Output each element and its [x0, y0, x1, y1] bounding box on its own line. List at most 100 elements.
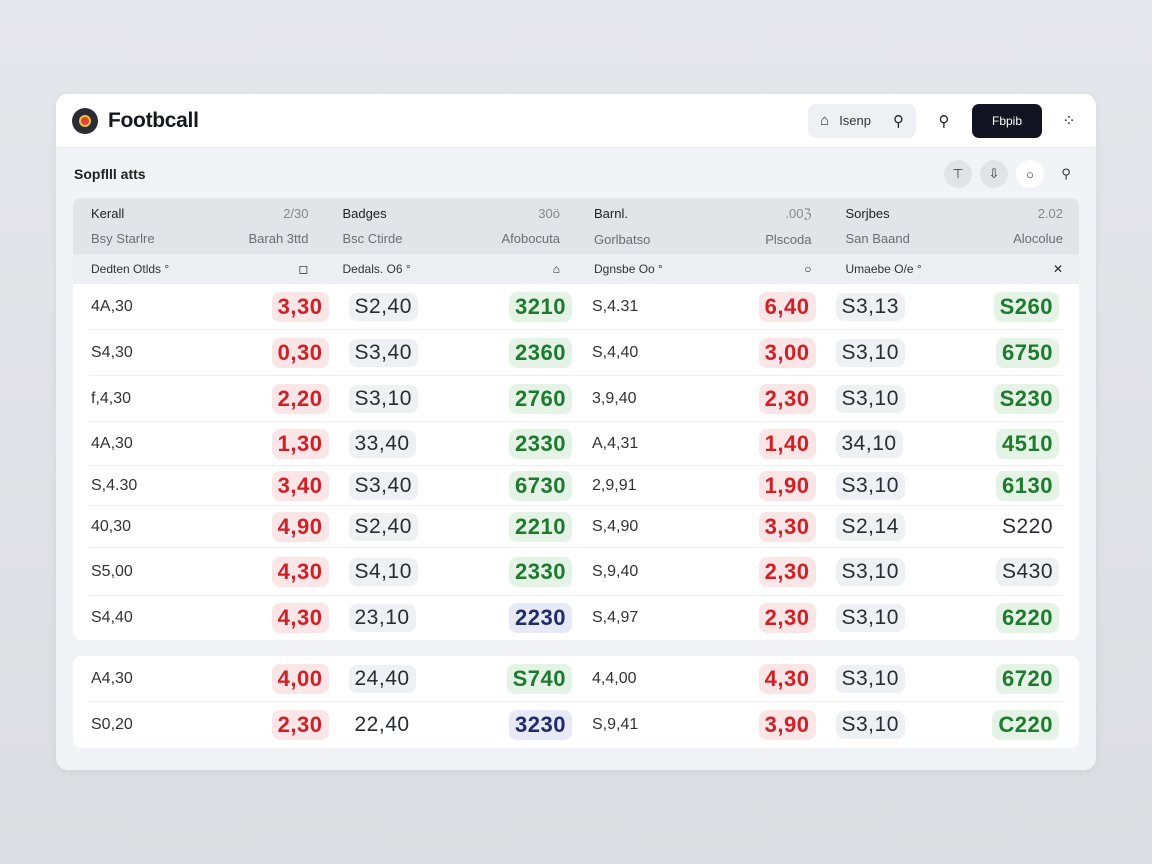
circle-icon[interactable]: ○ [804, 262, 812, 276]
odds-value[interactable]: S2,40 [348, 292, 418, 321]
odds-badge[interactable]: 3,40 [271, 470, 329, 501]
odds-value[interactable]: S3,10 [835, 338, 905, 367]
column-header-2[interactable]: Badges 30ö Bsc Ctirde Afobocuta [325, 198, 577, 254]
odds-value[interactable]: 24,40 [348, 664, 416, 693]
column-header-1[interactable]: Kerall 2/30 Bsy Starlre Barah 3ttd [73, 198, 325, 254]
odds-value[interactable]: S,4.31 [592, 297, 639, 315]
odds-value[interactable]: S,9,41 [592, 716, 639, 733]
odds-badge[interactable]: 2330 [509, 556, 572, 587]
odds-value[interactable]: 2,9,91 [592, 476, 637, 494]
odds-value[interactable]: 4,4,00 [592, 669, 637, 687]
odds-value[interactable]: S3,10 [835, 711, 905, 739]
odds-badge[interactable]: 6730 [509, 470, 572, 501]
odds-badge[interactable]: 2,30 [758, 603, 816, 633]
odds-value[interactable]: 4A,30 [91, 434, 133, 452]
odds-badge[interactable]: 4,90 [271, 511, 329, 542]
odds-value[interactable]: 34,10 [835, 429, 903, 458]
odds-badge[interactable]: 2760 [509, 383, 572, 414]
odds-value[interactable]: S,4,40 [592, 343, 639, 361]
odds-badge[interactable]: 2210 [509, 511, 572, 542]
odds-value[interactable]: S3,13 [835, 292, 905, 321]
filter-1[interactable]: Dedten Otlds ° ◻ [73, 262, 325, 276]
circle-icon[interactable]: ○ [1016, 160, 1044, 188]
odds-value[interactable]: S4,30 [91, 343, 133, 361]
odds-badge[interactable]: 2,30 [758, 383, 816, 414]
odds-badge[interactable]: 3,30 [758, 511, 816, 542]
close-icon[interactable]: ✕ [1052, 262, 1063, 276]
odds-badge[interactable]: 1,30 [271, 428, 329, 459]
odds-value[interactable]: S,4,90 [592, 517, 639, 535]
odds-value[interactable]: S,4.30 [91, 476, 138, 494]
odds-value[interactable]: 4A,30 [91, 297, 133, 315]
odds-badge[interactable]: S230 [993, 383, 1059, 414]
odds-value[interactable]: S4,40 [91, 609, 133, 626]
odds-value[interactable]: S0,20 [91, 716, 133, 733]
odds-value[interactable]: S3,10 [835, 384, 905, 413]
odds-value[interactable]: S3,10 [835, 604, 905, 632]
football-logo-icon[interactable] [72, 107, 98, 134]
odds-badge[interactable]: 2330 [509, 428, 572, 459]
odds-value[interactable]: S,4,97 [592, 609, 639, 626]
odds-value[interactable]: S3,10 [835, 471, 905, 500]
odds-badge[interactable]: S740 [506, 663, 572, 694]
share-icon[interactable]: ⇩ [980, 160, 1008, 188]
odds-value[interactable]: 40,30 [91, 517, 132, 535]
odds-badge[interactable]: 6720 [996, 663, 1059, 694]
search-icon[interactable]: ⚲ [1061, 166, 1071, 181]
odds-badge[interactable]: 0,30 [271, 337, 329, 368]
odds-value[interactable]: S2,14 [835, 512, 905, 541]
odds-badge[interactable]: 1,90 [758, 470, 816, 501]
primary-button[interactable]: Fbpib [972, 103, 1042, 138]
odds-badge[interactable]: 4,30 [271, 603, 329, 633]
odds-badge[interactable]: 2360 [509, 337, 572, 368]
odds-badge[interactable]: S260 [993, 291, 1059, 322]
odds-badge[interactable]: 6130 [996, 470, 1059, 501]
odds-badge[interactable]: 4510 [996, 428, 1059, 459]
filter-2[interactable]: Dedals. O6 ° ⌂ [325, 262, 577, 276]
odds-value[interactable]: S2,40 [348, 512, 418, 541]
odds-value[interactable]: S5,00 [91, 562, 133, 580]
odds-badge[interactable]: 6220 [996, 603, 1059, 633]
odds-value[interactable]: 23,10 [348, 604, 416, 632]
odds-badge[interactable]: 2230 [509, 603, 572, 633]
search-pill[interactable]: ⌂ Isenp ⚲ [808, 103, 916, 138]
upload-icon[interactable]: ⊤ [944, 160, 972, 188]
more-icon[interactable]: ⁘ [1062, 112, 1076, 130]
odds-value[interactable]: S4,10 [348, 557, 418, 586]
odds-value[interactable]: 22,40 [354, 713, 410, 736]
odds-badge[interactable]: 3,00 [758, 337, 816, 368]
odds-badge[interactable]: C220 [992, 710, 1059, 740]
column-header-3[interactable]: Barnl. .00ℨ Gorlbatso Plscoda [576, 198, 828, 254]
home-icon[interactable]: ⌂ [552, 262, 560, 276]
odds-badge[interactable]: 4,30 [271, 556, 329, 587]
square-icon[interactable]: ◻ [298, 262, 309, 276]
filter-4[interactable]: Umaebe O/e ° ✕ [828, 262, 1080, 276]
odds-badge[interactable]: 3210 [509, 291, 572, 322]
odds-value[interactable]: 3,9,40 [592, 389, 637, 407]
odds-badge[interactable]: 3,30 [271, 291, 329, 322]
odds-value[interactable]: S3,40 [348, 471, 418, 500]
odds-badge[interactable]: 6,40 [758, 291, 816, 322]
odds-value[interactable]: A4,30 [91, 669, 133, 687]
odds-value[interactable]: S3,10 [348, 384, 418, 413]
column-header-4[interactable]: Sorjbes 2.02 San Baand Alocolue [828, 198, 1080, 254]
odds-badge[interactable]: 1,40 [758, 428, 816, 459]
odds-value[interactable]: A,4,31 [592, 434, 639, 452]
odds-value[interactable]: S3,40 [348, 338, 418, 367]
filter-3[interactable]: Dgnsbe Oo ° ○ [576, 262, 828, 276]
odds-badge[interactable]: 3230 [509, 710, 572, 740]
odds-badge[interactable]: 2,20 [271, 383, 329, 414]
odds-value[interactable]: f,4,30 [91, 389, 132, 407]
odds-value[interactable]: S3,10 [835, 557, 905, 586]
odds-value[interactable]: S3,10 [835, 664, 905, 693]
odds-badge[interactable]: S430 [995, 557, 1059, 586]
odds-badge[interactable]: 3,90 [758, 710, 816, 740]
odds-value[interactable]: 33,40 [348, 429, 416, 458]
odds-badge[interactable]: 4,00 [271, 663, 329, 694]
search-button-icon[interactable]: ⚲ [938, 112, 950, 130]
odds-badge[interactable]: 4,30 [758, 663, 816, 694]
odds-badge[interactable]: 6750 [996, 337, 1059, 368]
odds-badge[interactable]: 2,30 [758, 556, 816, 587]
odds-badge[interactable]: S220 [1001, 514, 1053, 538]
odds-badge[interactable]: 2,30 [271, 710, 329, 740]
